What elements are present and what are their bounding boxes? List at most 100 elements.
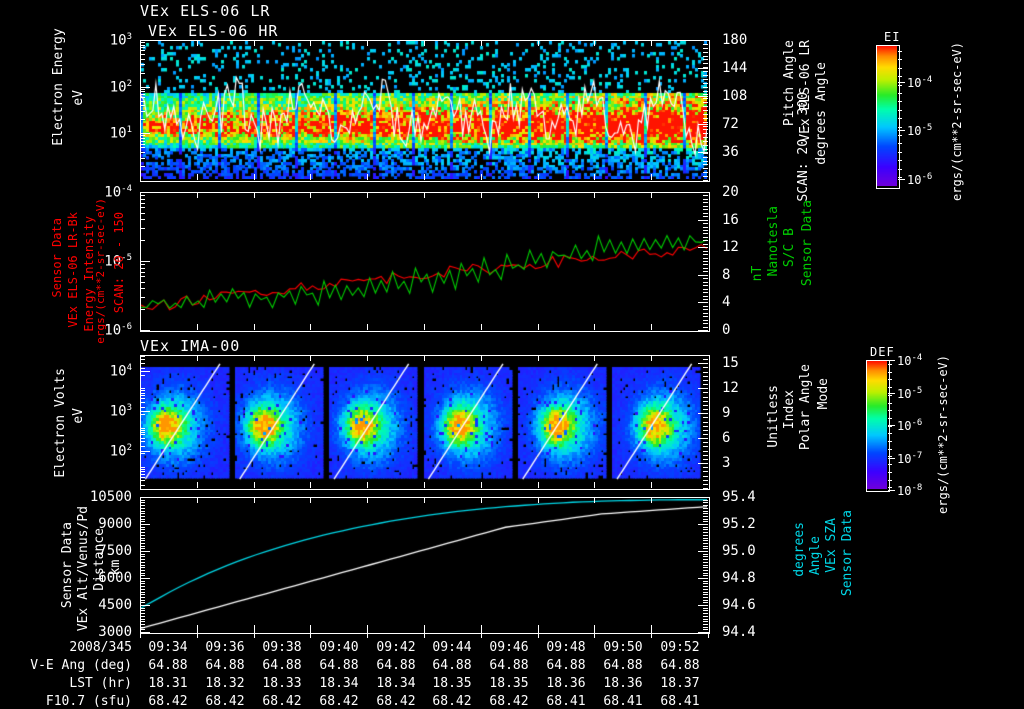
axis-tick bbox=[594, 482, 595, 488]
axis-tick bbox=[197, 40, 198, 46]
axis-tick bbox=[481, 174, 482, 180]
panel3-colorbar-unit-text: ergs/(cm**2-sr-sec-eV) bbox=[936, 355, 950, 514]
axis-tick bbox=[898, 130, 905, 131]
axis-tick bbox=[140, 451, 150, 452]
axis-tick bbox=[367, 174, 368, 180]
panel4-right-label3: degrees bbox=[762, 522, 837, 577]
axis-tick bbox=[703, 56, 708, 57]
axis-tick bbox=[703, 467, 708, 468]
panel3-plot[interactable] bbox=[140, 355, 710, 490]
axis-tick-label: 4500 bbox=[98, 597, 132, 613]
axis-tick bbox=[140, 207, 145, 208]
panel3-colorbar[interactable] bbox=[866, 360, 890, 492]
axis-tick bbox=[703, 527, 708, 528]
axis-tick bbox=[651, 482, 652, 488]
axis-tick-label: 10-8 bbox=[897, 483, 923, 498]
axis-tick-label: 20 bbox=[722, 184, 739, 200]
table-cell: 09:42 bbox=[376, 640, 416, 655]
axis-tick bbox=[140, 629, 145, 630]
panel1-ylabel-line1: eV bbox=[71, 90, 86, 106]
panel1-ylabel-unit: eV bbox=[56, 90, 101, 137]
axis-tick-label: 180 bbox=[722, 32, 748, 48]
axis-tick bbox=[651, 324, 652, 330]
panel3-ylabel-l1: eV bbox=[71, 408, 86, 424]
axis-tick bbox=[898, 177, 902, 178]
axis-tick bbox=[538, 355, 539, 361]
axis-tick bbox=[140, 50, 145, 51]
axis-tick bbox=[140, 359, 145, 360]
axis-tick bbox=[703, 216, 708, 217]
axis-tick bbox=[140, 330, 150, 331]
axis-tick bbox=[888, 472, 892, 473]
axis-tick-label: 10-5 bbox=[897, 386, 923, 401]
panel4-canvas bbox=[141, 498, 707, 631]
axis-tick bbox=[140, 600, 145, 601]
axis-tick bbox=[703, 52, 708, 53]
axis-tick bbox=[140, 393, 145, 394]
axis-tick bbox=[703, 168, 708, 169]
axis-tick bbox=[651, 355, 652, 361]
axis-tick bbox=[197, 632, 198, 638]
axis-tick bbox=[703, 268, 708, 269]
axis-tick bbox=[140, 438, 145, 439]
axis-tick bbox=[703, 567, 708, 568]
axis-tick bbox=[703, 209, 708, 210]
panel1-colorbar-unit-text: ergs/(cm**2-sr-sec-eV) bbox=[950, 42, 964, 201]
axis-tick-label: 101 bbox=[109, 125, 132, 142]
axis-tick-label: 15 bbox=[722, 355, 739, 371]
table-cell: 64.88 bbox=[376, 658, 416, 673]
axis-tick bbox=[310, 40, 311, 46]
panel3-right-label-l3: Unitless bbox=[766, 385, 781, 448]
panel1-colorbar[interactable] bbox=[876, 45, 900, 189]
axis-tick bbox=[140, 453, 145, 454]
axis-tick bbox=[898, 93, 902, 94]
axis-tick bbox=[140, 621, 145, 622]
panel4-plot[interactable] bbox=[140, 497, 710, 634]
axis-tick bbox=[140, 111, 145, 112]
table-cell: 09:48 bbox=[546, 640, 586, 655]
axis-tick bbox=[651, 632, 652, 638]
axis-tick bbox=[898, 76, 902, 77]
axis-tick-label: 10-5 bbox=[104, 253, 132, 270]
axis-tick bbox=[703, 502, 708, 503]
axis-tick bbox=[703, 505, 708, 506]
axis-tick bbox=[140, 219, 145, 220]
axis-tick bbox=[140, 532, 145, 533]
axis-tick bbox=[703, 548, 708, 549]
axis-tick bbox=[424, 625, 425, 632]
table-cell: 18.37 bbox=[660, 676, 700, 691]
axis-tick bbox=[888, 441, 892, 442]
axis-tick bbox=[424, 174, 425, 180]
axis-tick bbox=[698, 96, 708, 97]
panel2-plot[interactable] bbox=[140, 192, 710, 332]
axis-tick bbox=[197, 192, 198, 198]
axis-tick bbox=[703, 213, 708, 214]
axis-tick bbox=[140, 166, 145, 167]
axis-tick bbox=[888, 433, 892, 434]
axis-tick-label: 95.2 bbox=[722, 516, 756, 532]
axis-tick bbox=[703, 278, 708, 279]
axis-tick bbox=[703, 149, 708, 150]
axis-tick bbox=[703, 610, 708, 611]
axis-tick bbox=[140, 138, 145, 139]
axis-tick bbox=[140, 592, 145, 593]
table-cell: 18.36 bbox=[546, 676, 586, 691]
axis-tick bbox=[481, 482, 482, 488]
axis-tick bbox=[703, 87, 708, 88]
axis-tick bbox=[703, 67, 708, 68]
axis-tick bbox=[703, 597, 708, 598]
axis-tick bbox=[703, 220, 708, 221]
axis-tick-label: 3000 bbox=[98, 624, 132, 640]
axis-tick bbox=[703, 524, 708, 525]
panel1-plot[interactable] bbox=[140, 40, 710, 182]
axis-tick bbox=[703, 180, 708, 181]
axis-tick bbox=[703, 118, 708, 119]
axis-tick bbox=[703, 275, 708, 276]
axis-tick bbox=[703, 141, 708, 142]
axis-tick bbox=[140, 524, 150, 525]
axis-tick bbox=[140, 195, 145, 196]
axis-tick bbox=[140, 388, 145, 389]
axis-tick-label: 3 bbox=[722, 455, 731, 471]
axis-tick bbox=[140, 627, 145, 628]
axis-tick bbox=[140, 430, 145, 431]
